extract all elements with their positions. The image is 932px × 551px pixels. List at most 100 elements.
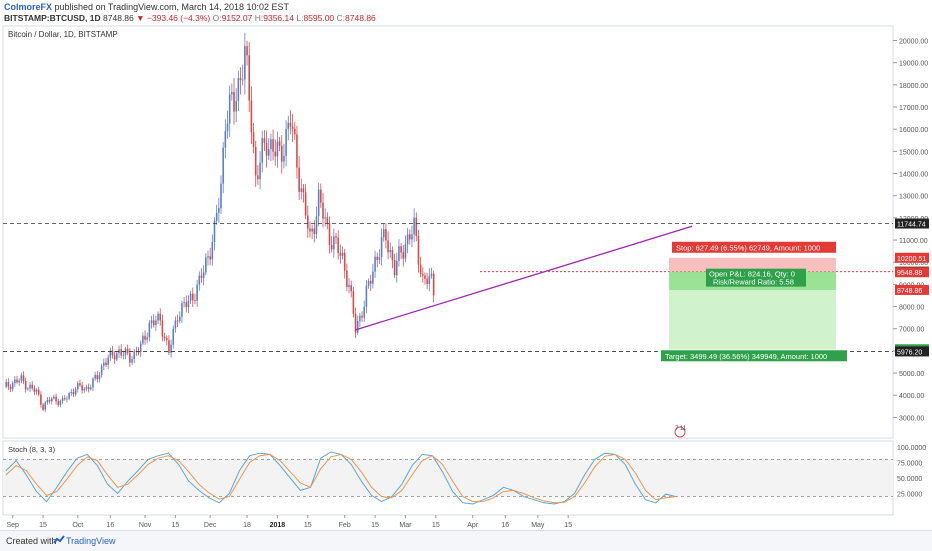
candle-body [81, 385, 83, 391]
price-tick-label: 7000.00 [899, 327, 924, 334]
price-tag: 8748.86 [897, 288, 922, 295]
candle-body [183, 302, 185, 304]
close-value: 8748.86 [345, 13, 376, 23]
candle-body [191, 293, 194, 301]
price-tag: 5976.20 [897, 349, 922, 356]
candle-body [411, 234, 413, 240]
candle-body [226, 123, 229, 132]
high-label: H: [254, 13, 264, 23]
footer-bar: Created with TradingView [0, 530, 932, 551]
candle-body [163, 336, 166, 339]
candle-body [100, 365, 103, 376]
candle-body [380, 237, 383, 258]
candle-body [367, 281, 370, 287]
candle-body [333, 236, 335, 250]
candle-body [309, 228, 311, 232]
candle-body [194, 300, 196, 302]
candle-body [395, 260, 398, 276]
candle-body [322, 202, 324, 219]
candle-body [296, 134, 298, 168]
time-tick-label: Oct [72, 522, 83, 529]
candle-body [98, 375, 101, 380]
candle-body [385, 229, 387, 241]
pnl-label-bg [706, 268, 806, 287]
candle-body [382, 229, 385, 238]
candle-body [317, 189, 320, 217]
tradingview-brand-link[interactable]: TradingView [66, 536, 116, 546]
rr-label: Risk/Reward Ratio: 5.58 [713, 278, 794, 287]
tradingview-logo-icon [53, 535, 65, 544]
candle-body [350, 285, 352, 292]
chart-title: Bitcoin / Dollar, 1D, BITSTAMP [8, 30, 118, 39]
candle-body [376, 256, 379, 260]
candle-body [261, 138, 264, 163]
candle-body [105, 362, 107, 366]
candle-body [270, 139, 272, 150]
stoch-band [3, 459, 893, 497]
stop-zone[interactable] [669, 257, 836, 272]
candle-body [343, 252, 346, 271]
candle-body [161, 320, 164, 337]
candle-body [254, 146, 257, 176]
candle-body [189, 293, 192, 301]
candle-body [76, 383, 79, 390]
author-link[interactable]: ColmoreFX [4, 2, 53, 12]
price-change: −393.46 (−4.3%) [146, 13, 211, 23]
time-tick-label: 16 [501, 522, 509, 529]
candle-body [72, 391, 75, 395]
candle-body [94, 374, 96, 379]
candle-body [170, 344, 172, 353]
candle-body [152, 320, 155, 326]
candle-body [222, 147, 224, 184]
candle-body [341, 252, 344, 256]
candle-body [198, 275, 201, 285]
candle-body [9, 386, 12, 390]
candle-body [276, 141, 279, 157]
candle-body [90, 387, 92, 390]
candle-body [354, 313, 357, 333]
candle-body [361, 315, 363, 318]
price-tick-label: 11000.00 [899, 238, 928, 245]
price-tag-bg [895, 218, 929, 229]
time-tick-label: Dec [204, 522, 217, 529]
time-tick-label: 15 [371, 522, 379, 529]
price-tick-label: 13000.00 [899, 194, 928, 201]
candle-body [406, 234, 409, 245]
candle-body [250, 100, 253, 133]
price-tick-label: 10000.00 [899, 260, 928, 267]
candle-body [272, 139, 274, 152]
time-tick-label: 18 [243, 522, 251, 529]
time-tick-label: Mar [399, 522, 412, 529]
candle-body [196, 284, 198, 301]
event-flag-icon[interactable] [674, 426, 686, 438]
stop-label: Stop: 627.49 (6.55%) 62749, Amount: 1000 [676, 243, 820, 252]
candle-body [118, 349, 120, 354]
candle-body [155, 320, 157, 326]
candle-body [398, 246, 400, 261]
stoch-tick-label: 50.0000 [897, 476, 922, 483]
candle-body [87, 387, 90, 390]
candle-body [113, 355, 116, 360]
publish-info: published on TradingView.com, March 14, … [54, 2, 290, 12]
candle-body [237, 78, 240, 102]
time-tick-label: 15 [172, 522, 180, 529]
price-panel[interactable] [2, 25, 894, 439]
chart-area[interactable]: Bitcoin / Dollar, 1D, BITSTAMP 3000.00 400… [0, 0, 932, 530]
candle-body [402, 252, 405, 259]
candle-body [328, 223, 331, 245]
time-tick-label: Sep [6, 522, 19, 529]
candle-body [176, 320, 179, 322]
candle-body [359, 315, 361, 322]
candle-body [417, 235, 420, 265]
candle-body [16, 379, 18, 383]
close-label: C: [336, 13, 346, 23]
candle-body [257, 175, 259, 180]
stop-label-bg [672, 241, 836, 253]
trendline[interactable] [355, 225, 693, 331]
candle-body [415, 217, 418, 236]
candle-body [259, 162, 261, 180]
price-tag-bg [895, 267, 929, 278]
candle-body [92, 378, 94, 388]
candle-body [40, 394, 42, 405]
candle-body [148, 322, 151, 338]
